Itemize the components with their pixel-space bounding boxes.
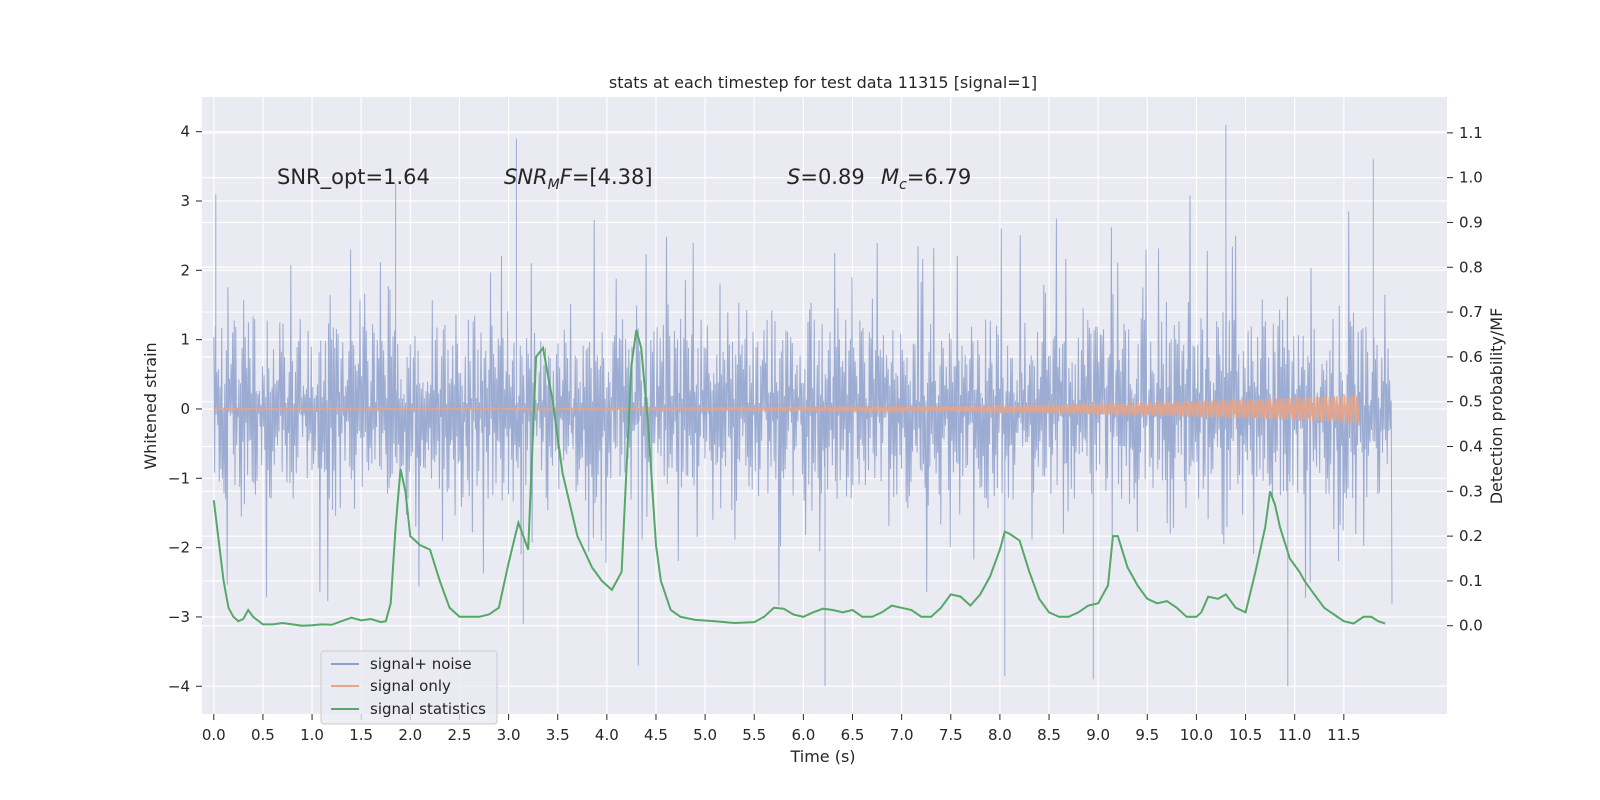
y-right-axis-label: Detection probability/MF (1487, 308, 1506, 505)
x-tick-label: 3.0 (497, 726, 521, 744)
x-tick-label: 4.0 (595, 726, 619, 744)
y-right-tick-label: 1.0 (1459, 169, 1483, 187)
x-tick-label: 4.5 (644, 726, 668, 744)
x-tick-label: 11.0 (1278, 726, 1311, 744)
y-right-tick-label: 0.9 (1459, 213, 1483, 231)
series-signal-statistics-line (212, 329, 1386, 627)
y-left-ticks: −4 −3 −2 −1 0 1 2 3 4 (168, 123, 202, 695)
series-layer (212, 124, 1393, 687)
legend-label-signal-noise: signal+ noise (370, 655, 472, 673)
legend: signal+ noise signal only signal statist… (320, 650, 498, 725)
y-left-tick-label: −3 (168, 608, 190, 626)
y-left-tick-label: 0 (180, 400, 190, 418)
y-left-tick-label: 3 (180, 192, 190, 210)
y-left-tick-label: −4 (168, 677, 190, 695)
snr-mf-annotation: SNRMF=[4.38] (504, 165, 653, 193)
y-right-tick-label: 0.1 (1459, 572, 1483, 590)
y-left-axis-label: Whitened strain (141, 342, 160, 469)
x-tick-label: 7.0 (890, 726, 914, 744)
x-tick-label: 8.0 (988, 726, 1012, 744)
s-annotation: S=0.89 (787, 165, 865, 189)
series-signal-noise-line (213, 124, 1393, 687)
y-right-tick-label: 0.6 (1459, 348, 1483, 366)
x-axis-label: Time (s) (789, 747, 855, 766)
x-tick-label: 6.0 (791, 726, 815, 744)
y-left-tick-label: −1 (168, 469, 190, 487)
x-tick-label: 0.5 (251, 726, 275, 744)
legend-label-signal-only: signal only (370, 677, 451, 695)
x-tick-label: 2.5 (448, 726, 472, 744)
x-tick-label: 5.5 (742, 726, 766, 744)
x-tick-label: 3.5 (546, 726, 570, 744)
x-tick-label: 0.0 (202, 726, 226, 744)
x-tick-label: 5.0 (693, 726, 717, 744)
y-left-tick-label: 4 (180, 123, 190, 141)
y-right-ticks: 0.0 0.1 0.2 0.3 0.4 0.5 0.6 0.7 0.8 0.9 1.0 1.1 (1447, 124, 1483, 635)
x-tick-label: 8.5 (1037, 726, 1061, 744)
y-right-tick-label: 0.0 (1459, 617, 1483, 635)
y-left-tick-label: 1 (180, 331, 190, 349)
y-right-tick-label: 0.3 (1459, 482, 1483, 500)
snr-opt-annotation: SNR_opt=1.64 (277, 165, 430, 190)
x-tick-label: 6.5 (841, 726, 865, 744)
x-ticks: 0.0 0.5 1.0 1.5 2.0 2.5 3.0 3.5 4.0 4.5 5.0 5.5 6.0 6… (202, 714, 1361, 744)
y-right-tick-label: 0.5 (1459, 393, 1483, 411)
y-right-tick-label: 0.2 (1459, 527, 1483, 545)
y-right-tick-label: 1.1 (1459, 124, 1483, 142)
x-tick-label: 10.0 (1180, 726, 1213, 744)
y-right-tick-label: 0.4 (1459, 437, 1483, 455)
x-tick-label: 1.0 (300, 726, 324, 744)
chart-title: stats at each timestep for test data 113… (609, 73, 1037, 92)
y-right-tick-label: 0.7 (1459, 303, 1483, 321)
y-left-tick-label: 2 (180, 261, 190, 279)
x-tick-label: 9.0 (1086, 726, 1110, 744)
x-tick-label: 11.5 (1327, 726, 1360, 744)
mc-annotation: Mc=6.79 (881, 165, 971, 193)
x-tick-label: 9.5 (1135, 726, 1159, 744)
y-right-tick-label: 0.8 (1459, 258, 1483, 276)
legend-label-signal-statistics: signal statistics (370, 700, 486, 718)
legend-box (320, 650, 498, 725)
x-tick-label: 10.5 (1229, 726, 1262, 744)
x-tick-label: 2.0 (398, 726, 422, 744)
y-left-tick-label: −2 (168, 539, 190, 557)
x-tick-label: 7.5 (939, 726, 963, 744)
x-tick-label: 1.5 (349, 726, 373, 744)
series-signal-only-line (213, 395, 1360, 423)
